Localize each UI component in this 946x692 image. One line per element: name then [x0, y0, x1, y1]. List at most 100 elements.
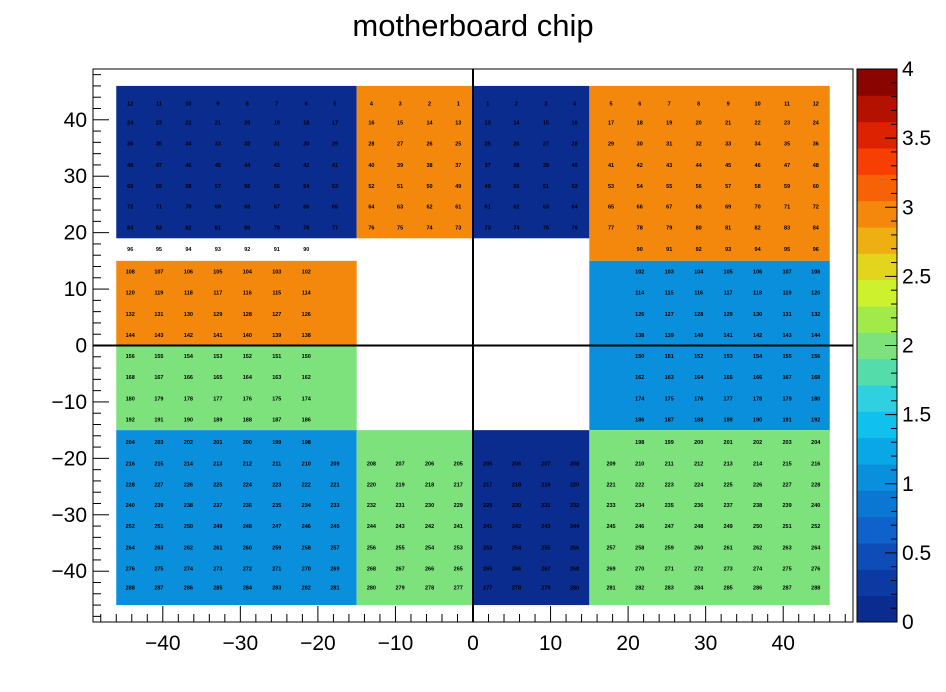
cell-label: 75: [543, 226, 549, 232]
cell-label: 81: [725, 226, 731, 232]
cell-label: 56: [696, 184, 702, 190]
cell-label: 222: [302, 482, 311, 488]
cell-label: 190: [184, 417, 193, 423]
cell-label: 66: [303, 205, 309, 211]
colorbar-segment: [857, 95, 897, 123]
cell-label: 66: [637, 205, 643, 211]
cell-label: 190: [753, 417, 762, 423]
cell-label: 266: [425, 566, 434, 572]
cell-label: 60: [127, 184, 133, 190]
cell-label: 178: [753, 397, 762, 403]
cell-label: 154: [184, 354, 194, 360]
colorbar-tick-label: 3: [902, 196, 914, 219]
cell-label: 72: [127, 205, 133, 211]
cell-label: 229: [483, 503, 492, 509]
x-tick-label: −30: [223, 632, 259, 655]
cell-label: 24: [127, 121, 134, 127]
cell-label: 40: [368, 163, 374, 169]
cell-label: 163: [272, 375, 281, 381]
cell-label: 279: [396, 586, 405, 592]
cell-label: 10: [185, 101, 191, 107]
cell-label: 65: [608, 205, 614, 211]
cell-label: 207: [396, 461, 405, 467]
cell-label: 267: [396, 566, 405, 572]
cell-label: 114: [302, 290, 312, 296]
cell-label: 180: [126, 397, 135, 403]
cell-label: 267: [541, 566, 550, 572]
cell-label: 259: [272, 546, 281, 552]
cell-label: 241: [483, 524, 492, 530]
cell-label: 57: [215, 184, 221, 190]
cell-label: 48: [127, 163, 133, 169]
cell-label: 28: [572, 141, 578, 147]
cell-label: 62: [427, 205, 433, 211]
cell-label: 90: [637, 247, 643, 253]
cell-label: 272: [243, 566, 252, 572]
heatmap-block-9: [356, 430, 473, 606]
cell-label: 240: [126, 503, 135, 509]
cell-label: 177: [724, 397, 733, 403]
cell-label: 59: [784, 184, 790, 190]
cell-label: 235: [665, 503, 674, 509]
cell-label: 15: [397, 121, 403, 127]
cell-label: 211: [272, 461, 281, 467]
cell-label: 206: [425, 461, 434, 467]
cell-label: 156: [126, 354, 135, 360]
cell-label: 25: [455, 141, 461, 147]
cell-label: 166: [753, 375, 762, 381]
cell-label: 253: [483, 546, 492, 552]
cell-label: 50: [513, 184, 519, 190]
cell-label: 130: [753, 312, 762, 318]
cell-label: 45: [215, 163, 221, 169]
cell-label: 23: [156, 121, 162, 127]
cell-label: 61: [485, 205, 491, 211]
colorbar-segment: [857, 306, 897, 333]
cell-label: 179: [782, 397, 791, 403]
cell-label: 219: [396, 482, 405, 488]
cell-label: 257: [330, 546, 339, 552]
cell-label: 128: [243, 312, 252, 318]
cell-label: 281: [330, 586, 339, 592]
heatmap-block-5: [589, 260, 830, 346]
cell-label: 238: [753, 503, 762, 509]
cell-label: 262: [184, 546, 193, 552]
cell-label: 229: [454, 503, 463, 509]
cell-label: 274: [184, 566, 194, 572]
x-tick-label: −40: [145, 632, 181, 655]
cell-label: 105: [724, 270, 733, 276]
cell-label: 90: [303, 247, 309, 253]
cell-label: 246: [635, 524, 644, 530]
cell-label: 243: [396, 524, 405, 530]
cell-label: 251: [154, 524, 163, 530]
cell-label: 106: [753, 270, 762, 276]
cell-label: 13: [485, 121, 491, 127]
cell-label: 51: [397, 184, 403, 190]
cell-label: 61: [455, 205, 461, 211]
cell-label: 10: [755, 101, 761, 107]
cell-label: 67: [274, 205, 280, 211]
cell-label: 33: [725, 141, 731, 147]
cell-label: 231: [396, 503, 405, 509]
cell-label: 186: [302, 417, 311, 423]
cell-label: 212: [694, 461, 703, 467]
cell-label: 83: [156, 226, 162, 232]
cell-label: 58: [185, 184, 191, 190]
cell-label: 288: [811, 586, 820, 592]
cell-label: 91: [274, 247, 280, 253]
cell-label: 107: [782, 270, 791, 276]
cell-label: 214: [753, 461, 763, 467]
cell-label: 179: [154, 397, 163, 403]
cell-label: 47: [784, 163, 790, 169]
cell-label: 23: [784, 121, 790, 127]
cell-label: 94: [185, 247, 192, 253]
heatmap-block-8: [116, 430, 357, 606]
cell-label: 216: [811, 461, 820, 467]
cell-label: 212: [243, 461, 252, 467]
cell-label: 167: [154, 375, 163, 381]
cell-label: 233: [606, 503, 615, 509]
cell-label: 28: [368, 141, 374, 147]
cell-label: 251: [782, 524, 791, 530]
cell-label: 162: [635, 375, 644, 381]
cell-label: 55: [274, 184, 280, 190]
